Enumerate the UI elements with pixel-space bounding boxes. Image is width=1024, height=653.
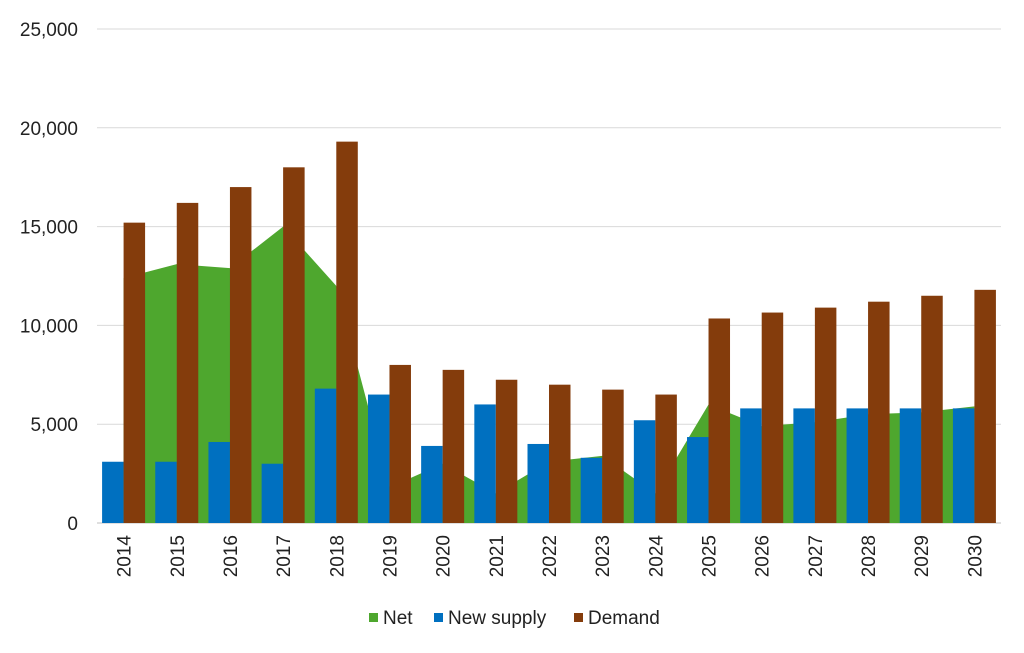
x-tick-label: 2030	[965, 535, 986, 577]
x-tick-label: 2024	[646, 535, 667, 578]
x-tick-label: 2027	[806, 535, 827, 577]
bar-demand-2021	[495, 379, 518, 523]
bar-demand-2026	[761, 312, 784, 523]
bar-demand-2015	[176, 202, 199, 523]
bar-new-supply-2017	[261, 463, 284, 523]
x-tick-label: 2022	[540, 535, 561, 577]
x-tick-label: 2019	[380, 535, 401, 577]
x-axis-ticks: 2014 2015 2016 2017 2018 2019 2020 2021 2022 2023…	[115, 535, 987, 578]
bar-demand-2027	[814, 307, 837, 523]
legend-label: Net	[383, 608, 413, 629]
bar-demand-2023	[602, 389, 624, 523]
y-tick-label: 15,000	[20, 218, 78, 239]
x-tick-label: 2014	[115, 535, 136, 578]
bar-demand-2020	[442, 369, 465, 523]
bar-demand-2025	[708, 318, 731, 523]
x-tick-label: 2018	[327, 535, 348, 577]
bar-new-supply-2024	[633, 420, 656, 523]
bar-new-supply-2018	[314, 388, 337, 523]
bars	[102, 141, 996, 523]
x-tick-label: 2028	[859, 535, 880, 577]
bar-demand-2017	[283, 167, 305, 523]
bar-new-supply-2021	[474, 404, 496, 523]
y-axis-ticks: 0 5,000 10,000 15,000 20,000 25,000	[20, 20, 78, 535]
bar-demand-2018	[336, 141, 358, 523]
bar-new-supply-2025	[687, 437, 709, 523]
legend-swatch-net	[369, 613, 378, 622]
bar-demand-2014	[123, 222, 146, 523]
bar-new-supply-2023	[580, 457, 603, 523]
x-tick-label: 2029	[912, 535, 933, 577]
x-tick-label: 2026	[753, 535, 774, 577]
bar-demand-2022	[549, 384, 571, 523]
bar-new-supply-2028	[846, 408, 869, 523]
bar-new-supply-2026	[740, 408, 762, 523]
bar-demand-2024	[655, 394, 677, 523]
x-tick-label: 2021	[487, 535, 508, 577]
bar-demand-2016	[229, 187, 252, 523]
legend-label: New supply	[448, 608, 547, 629]
bar-demand-2028	[868, 301, 890, 523]
legend: Net New supply Demand	[369, 608, 660, 629]
legend-label: Demand	[588, 608, 660, 629]
bar-demand-2030	[974, 289, 996, 523]
x-tick-label: 2015	[168, 535, 189, 577]
x-tick-label: 2020	[434, 535, 455, 577]
bar-new-supply-2014	[102, 461, 124, 523]
bar-demand-2019	[389, 364, 411, 523]
bar-new-supply-2030	[952, 408, 975, 523]
bar-new-supply-2029	[899, 408, 922, 523]
x-tick-label: 2017	[274, 535, 295, 577]
x-tick-label: 2023	[593, 535, 614, 577]
y-tick-label: 20,000	[20, 119, 78, 140]
bar-demand-2029	[921, 295, 943, 523]
bar-new-supply-2022	[527, 443, 549, 523]
x-tick-label: 2016	[221, 535, 242, 577]
bar-new-supply-2020	[421, 445, 443, 523]
y-tick-label: 25,000	[20, 20, 78, 41]
y-tick-label: 10,000	[20, 316, 78, 337]
bar-new-supply-2015	[155, 461, 177, 523]
x-tick-label: 2025	[700, 535, 721, 577]
legend-swatch-new-supply	[434, 613, 443, 622]
legend-swatch-demand	[574, 613, 583, 622]
y-tick-label: 0	[67, 514, 78, 535]
bar-new-supply-2027	[793, 408, 815, 523]
y-tick-label: 5,000	[30, 415, 78, 436]
bar-new-supply-2016	[208, 441, 230, 523]
bar-new-supply-2019	[367, 394, 390, 523]
